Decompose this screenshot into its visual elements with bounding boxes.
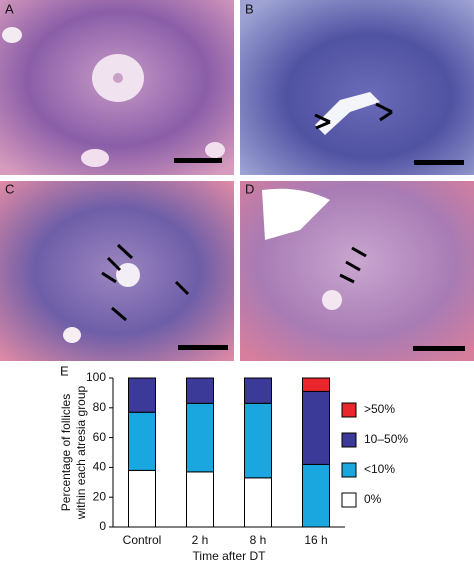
panel-c: C <box>0 181 234 361</box>
bar-segment <box>186 402 214 473</box>
y-tick-label: 60 <box>93 430 107 444</box>
legend-swatch <box>341 462 357 478</box>
panel-label: A <box>5 1 14 16</box>
bar-segment <box>128 411 156 471</box>
y-axis-label: Percentage of follicles <box>59 394 73 511</box>
panel-a: A <box>0 0 234 175</box>
x-tick-label: 8 h <box>250 533 267 547</box>
panel-label: C <box>5 181 14 196</box>
x-axis-label: Time after DT <box>193 549 267 563</box>
y-axis-label: within each atresia group <box>74 385 88 520</box>
bar-segment <box>244 477 272 528</box>
y-tick-label: 20 <box>93 489 107 503</box>
bar-segment <box>128 377 156 413</box>
y-tick-label: 40 <box>93 460 107 474</box>
bar-segment <box>302 390 330 465</box>
chart: 0 20 40 60 80 100 Percentage of follicles withi… <box>59 370 408 563</box>
x-tick-label: 16 h <box>304 533 327 547</box>
legend-swatch <box>341 492 357 508</box>
legend-label: >50% <box>364 402 395 416</box>
bar-segment <box>302 377 330 392</box>
panel-label: B <box>245 1 254 16</box>
x-tick-label: Control <box>123 533 162 547</box>
legend-swatch <box>341 432 357 448</box>
legend-swatch <box>341 402 357 418</box>
y-tick-label: 80 <box>93 400 107 414</box>
panel-b: B <box>240 0 474 175</box>
panel-d: D <box>240 181 474 361</box>
legend-label: <10% <box>364 462 395 476</box>
bar-segment <box>186 377 214 404</box>
y-tick-label: 100 <box>86 370 106 384</box>
legend-label: 10–50% <box>364 432 408 446</box>
panel-label: E <box>60 363 69 378</box>
bar-segment <box>186 471 214 528</box>
panel-label: D <box>245 181 254 196</box>
bar-segment <box>302 463 330 528</box>
y-tick-label: 0 <box>99 519 106 533</box>
bar-segment <box>244 377 272 404</box>
x-tick-label: 2 h <box>192 533 209 547</box>
bar-segment <box>128 469 156 528</box>
bar-segment <box>244 402 272 479</box>
legend-label: 0% <box>364 492 382 506</box>
